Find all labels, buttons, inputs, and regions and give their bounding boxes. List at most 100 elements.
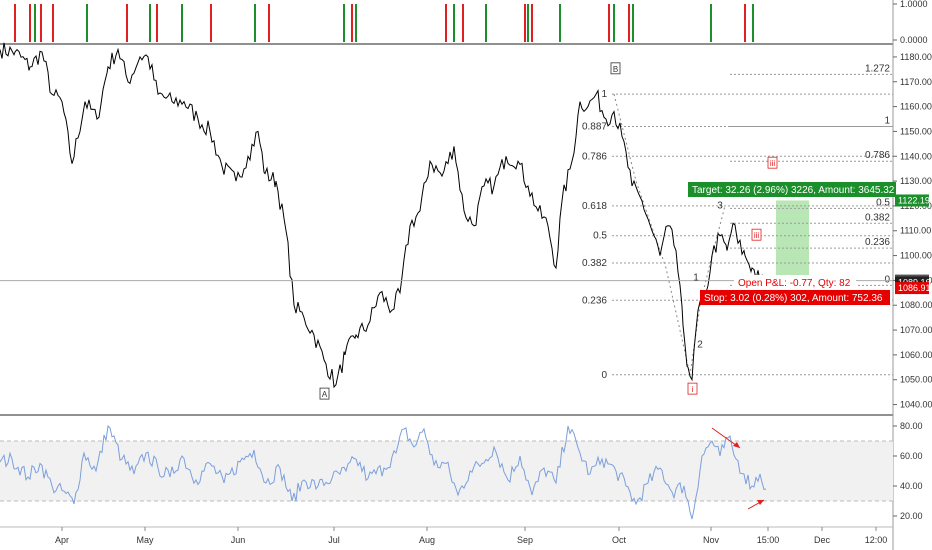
signal-bar-green — [181, 4, 183, 42]
price-badge-text: 1122.19 — [898, 195, 930, 205]
signal-bar-green — [559, 4, 561, 42]
stop-label-bg — [700, 290, 890, 305]
signal-bar-red — [608, 4, 610, 42]
pnl-label[interactable]: Open P&L: -0.77, Qty: 82 — [734, 275, 856, 289]
time-tick-label: 12:00 — [865, 535, 888, 545]
signal-bar-green — [485, 4, 487, 42]
fib-left-label: 0.618 — [582, 201, 607, 212]
boxed-label-frame — [767, 156, 778, 169]
signal-tick-label: 0.0000 — [900, 35, 928, 45]
time-tick-label: Nov — [703, 535, 720, 545]
fib-right-label: 0.786 — [865, 150, 890, 161]
signal-bar-green — [149, 4, 151, 42]
target-label[interactable]: Target: 32.26 (2.96%) 3226, Amount: 3645… — [688, 182, 896, 197]
wave-labels: 1 2 3 — [693, 200, 723, 350]
signal-bar-green — [254, 4, 256, 42]
price-tick-label: 1070.00 — [900, 325, 932, 335]
signal-bar-red — [445, 4, 447, 42]
signal-bar-red — [628, 4, 630, 42]
time-tick-label: Jun — [231, 535, 246, 545]
rsi-tick-label: 40.00 — [900, 481, 923, 491]
signal-bar-red — [351, 4, 353, 42]
signal-bars — [14, 4, 754, 42]
signal-bar-red — [52, 4, 54, 42]
time-tick-label: Sep — [517, 535, 533, 545]
fib-left-label: 1 — [601, 89, 607, 100]
fib-right-label: 0 — [884, 274, 890, 285]
time-tick-label: Jul — [328, 535, 340, 545]
price-tick-label: 1080.00 — [900, 300, 932, 310]
time-tick-label: Oct — [612, 535, 627, 545]
time-tick-label: May — [136, 535, 154, 545]
signal-bar-red — [210, 4, 212, 42]
signal-bar-red — [126, 4, 128, 42]
fib-left-label: 0.786 — [582, 151, 607, 162]
signal-bar-red — [744, 4, 746, 42]
signal-bar-red — [462, 4, 464, 42]
price-badge-bg — [895, 282, 929, 295]
signal-bar-red — [156, 4, 158, 42]
fib-left-label: 0.382 — [582, 258, 607, 269]
fib-right-label: 1 — [884, 115, 890, 126]
price-series-line — [0, 42, 767, 389]
target-zone — [776, 200, 809, 283]
boxed-label-text: B — [613, 65, 618, 74]
signal-bar-red — [268, 4, 270, 42]
fib-left-label: 0.887 — [582, 121, 607, 132]
signal-bar-green — [613, 4, 615, 42]
price-tick-label: 1100.00 — [900, 251, 932, 261]
pnl-label-text: Open P&L: -0.77, Qty: 82 — [738, 278, 851, 289]
time-axis: Apr May Jun Jul Aug Sep Oct Nov 15:00 Dec 12:00 — [55, 527, 887, 545]
signal-bar-green — [632, 4, 634, 42]
wave-label: 1 — [693, 272, 699, 283]
signal-tick-label: 1.0000 — [900, 0, 928, 9]
boxed-label-text: i — [692, 385, 694, 394]
fib-levels: 1 0.887 0.786 0.618 0.5 0.382 0.236 0 1.272 1 0.78… — [582, 63, 893, 381]
signal-bar-green — [343, 4, 345, 42]
target-label-bg — [688, 182, 896, 197]
stop-label[interactable]: Stop: 3.02 (0.28%) 302, Amount: 752.36 — [700, 290, 890, 305]
price-tick-label: 1130.00 — [900, 176, 932, 186]
boxed-label-text: iii — [754, 231, 760, 240]
time-tick-label: Dec — [814, 535, 831, 545]
signal-bar-green — [527, 4, 529, 42]
signal-bar-red — [40, 4, 42, 42]
boxed-label-frame — [751, 228, 762, 241]
signal-bar-red — [524, 4, 526, 42]
signal-bar-red — [29, 4, 31, 42]
price-tick-label: 1180.00 — [900, 52, 932, 62]
price-badge-text: 1086.91 — [898, 283, 931, 293]
price-tick-label: 1110.00 — [900, 226, 931, 236]
boxed-label-text: iii — [770, 159, 776, 168]
boxed-label-frame — [610, 62, 621, 75]
time-tick-label: 15:00 — [757, 535, 780, 545]
signal-bar-green — [752, 4, 754, 42]
price-tick-label: 1060.00 — [900, 350, 932, 360]
price-badges: 1122.191089.931089.161086.91 — [895, 194, 931, 295]
fib-left-label: 0.236 — [582, 295, 607, 306]
price-tick-label: 1040.00 — [900, 400, 932, 410]
pnl-label-bg — [734, 275, 856, 289]
boxed-label-frame — [687, 382, 698, 395]
fib-right-label: 0.5 — [876, 197, 890, 208]
price-badge-bg — [895, 194, 929, 207]
time-tick-label: Apr — [55, 535, 69, 545]
boxed-label-frame — [319, 387, 330, 400]
signal-bar-green — [453, 4, 455, 42]
time-tick-label: Aug — [419, 535, 435, 545]
rsi-axis: 80.00 60.00 40.00 20.00 — [893, 421, 923, 521]
signal-axis: 1.0000 0.0000 — [893, 0, 928, 45]
signal-bar-green — [355, 4, 357, 42]
fib-left-label: 0 — [601, 370, 607, 381]
wave-label: 3 — [717, 200, 723, 211]
wave-projection-line — [613, 94, 726, 375]
rsi-band — [0, 441, 893, 501]
price-tick-label: 1050.00 — [900, 375, 932, 385]
fib-right-label: 0.236 — [865, 237, 890, 248]
price-tick-label: 1150.00 — [900, 126, 932, 136]
rsi-tick-label: 80.00 — [900, 421, 923, 431]
fib-left-label: 0.5 — [593, 231, 607, 242]
divergence-arrows — [711, 427, 765, 510]
